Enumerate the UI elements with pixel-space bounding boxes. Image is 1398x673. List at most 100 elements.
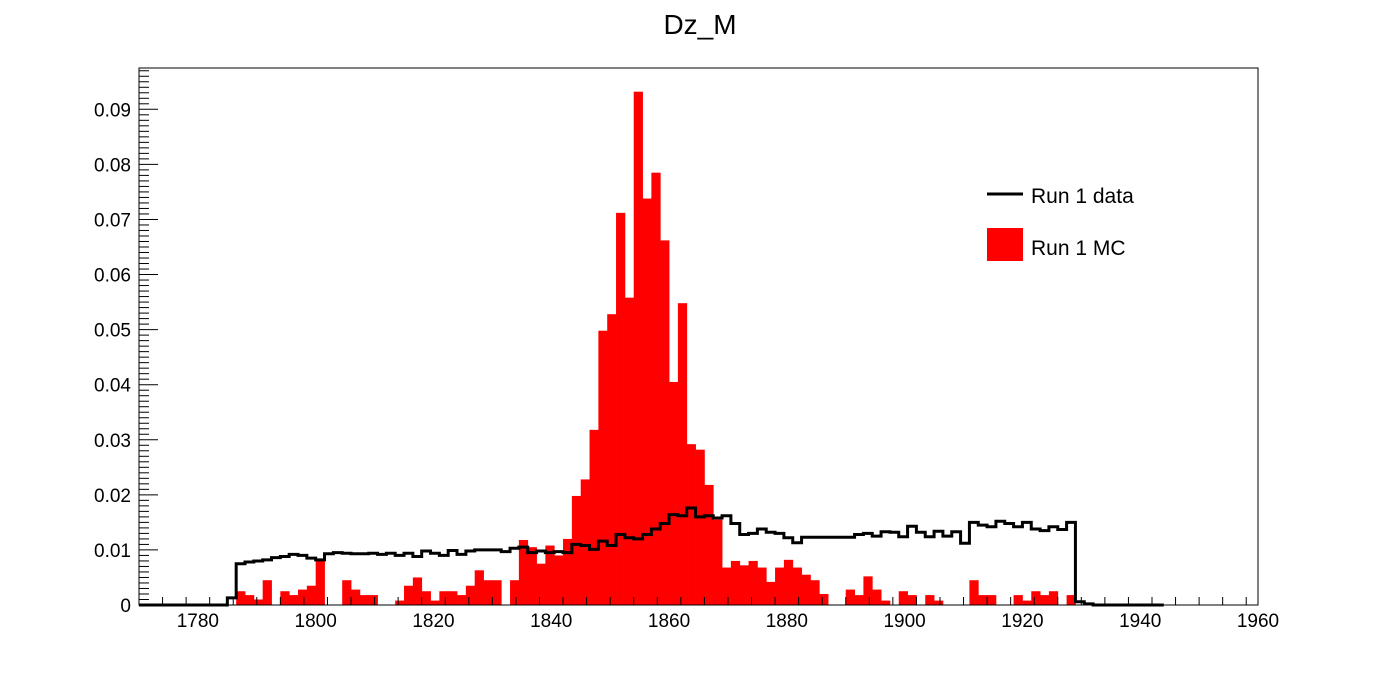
bar-run-1-mc xyxy=(792,567,802,605)
bar-run-1-mc xyxy=(483,580,493,605)
x-tick-label: 1820 xyxy=(412,611,454,632)
bar-run-1-mc xyxy=(925,595,935,605)
bar-run-1-mc xyxy=(872,589,882,605)
legend-swatch-run-1-mc xyxy=(987,228,1023,261)
bar-run-1-mc xyxy=(298,589,308,605)
plot-frame xyxy=(138,67,1259,606)
y-tick-label: 0.07 xyxy=(94,210,131,231)
bar-run-1-mc xyxy=(598,330,608,605)
bar-run-1-mc xyxy=(978,595,988,605)
bar-run-1-mc xyxy=(783,559,794,605)
x-axis: 1780 1800 1820 1840 1860 1880 1900 1920 1940 1960 xyxy=(138,597,1279,632)
bar-run-1-mc xyxy=(881,600,891,605)
bar-run-1-mc xyxy=(439,591,449,605)
x-tick-label: 1880 xyxy=(766,611,808,632)
bar-run-1-mc xyxy=(607,314,617,605)
x-tick-label: 1800 xyxy=(295,611,337,632)
bar-run-1-mc xyxy=(580,479,590,605)
bar-run-1-mc xyxy=(1048,591,1059,605)
bar-run-1-mc xyxy=(819,593,829,605)
bar-run-1-mc xyxy=(589,429,599,605)
legend-label-run-1-mc: Run 1 MC xyxy=(1031,237,1126,260)
bar-run-1-mc xyxy=(854,595,864,605)
bar-run-1-mc xyxy=(430,600,440,605)
bar-run-1-mc xyxy=(1031,591,1041,605)
bar-run-1-mc xyxy=(421,591,431,605)
bar-run-1-mc xyxy=(757,567,767,605)
bar-run-1-mc xyxy=(315,560,325,605)
bar-run-1-mc xyxy=(722,567,732,605)
bar-run-1-mc xyxy=(395,600,405,605)
bar-run-1-mc xyxy=(474,570,484,605)
bar-run-1-mc xyxy=(571,495,582,605)
bar-run-1-mc xyxy=(342,580,352,605)
x-tick-label: 1940 xyxy=(1119,611,1161,632)
bar-run-1-mc xyxy=(368,595,378,605)
bar-run-1-mc xyxy=(624,297,635,605)
series-line-run-1-data xyxy=(139,506,1164,607)
bar-run-1-mc xyxy=(642,198,652,605)
y-tick-label: 0.08 xyxy=(94,155,131,176)
bar-run-1-mc xyxy=(633,91,643,606)
x-tick-label: 1960 xyxy=(1237,611,1279,632)
bar-run-1-mc xyxy=(545,545,555,605)
y-axis: 0 0.01 0.02 0.03 0.04 0.05 0.06 0.07 0.08 0.09 xyxy=(94,70,158,617)
x-tick-label: 1860 xyxy=(648,611,690,632)
bar-run-1-mc xyxy=(536,563,546,605)
bar-run-1-mc xyxy=(527,547,537,605)
bar-run-1-mc xyxy=(1013,595,1023,605)
bar-run-1-mc xyxy=(863,576,873,605)
bar-run-1-mc xyxy=(934,600,944,605)
bar-run-1-mc xyxy=(465,585,476,605)
bar-run-1-mc xyxy=(1040,595,1050,605)
bar-run-1-mc xyxy=(262,580,272,605)
y-tick-label: 0 xyxy=(120,596,131,617)
bar-run-1-mc xyxy=(404,585,414,605)
bar-run-1-mc xyxy=(280,591,290,605)
y-tick-label: 0.06 xyxy=(94,266,131,287)
y-tick-label: 0.09 xyxy=(94,100,131,121)
mc-bars xyxy=(236,91,1076,606)
bar-run-1-mc xyxy=(351,589,361,605)
bar-run-1-mc xyxy=(1022,600,1032,605)
bar-run-1-mc xyxy=(748,560,758,605)
bar-run-1-mc xyxy=(253,599,264,605)
bar-run-1-mc xyxy=(359,595,370,605)
bar-run-1-mc xyxy=(554,555,564,605)
bar-run-1-mc xyxy=(492,580,502,605)
bar-run-1-mc xyxy=(677,303,688,605)
bar-run-1-mc xyxy=(907,595,917,605)
bar-run-1-mc xyxy=(616,212,626,605)
bar-run-1-mc xyxy=(289,595,299,605)
bar-run-1-mc xyxy=(987,595,997,605)
bar-run-1-mc xyxy=(713,519,723,605)
bar-run-1-mc xyxy=(448,591,458,605)
y-tick-label: 0.03 xyxy=(94,431,131,452)
bar-run-1-mc xyxy=(563,538,573,605)
bar-run-1-mc xyxy=(766,581,776,605)
x-tick-label: 1900 xyxy=(883,611,925,632)
bar-run-1-mc xyxy=(669,381,679,605)
bar-run-1-mc xyxy=(969,580,979,605)
y-tick-label: 0.02 xyxy=(94,486,131,507)
x-tick-label: 1840 xyxy=(530,611,572,632)
bar-run-1-mc xyxy=(306,585,317,605)
legend: Run 1 data Run 1 MC xyxy=(987,185,1134,261)
bar-run-1-mc xyxy=(810,580,820,605)
legend-label-run-1-data: Run 1 data xyxy=(1031,185,1134,208)
bar-run-1-mc xyxy=(775,567,785,605)
y-tick-label: 0.04 xyxy=(94,376,131,397)
bar-run-1-mc xyxy=(898,591,908,605)
bar-run-1-mc xyxy=(730,560,741,605)
bar-run-1-mc xyxy=(801,574,811,605)
bar-run-1-mc xyxy=(845,589,855,605)
bar-run-1-mc xyxy=(412,577,423,605)
x-tick-label: 1920 xyxy=(1001,611,1043,632)
bar-run-1-mc xyxy=(651,172,661,605)
bar-run-1-mc xyxy=(1066,595,1076,605)
x-tick-label: 1780 xyxy=(177,611,219,632)
bar-run-1-mc xyxy=(686,444,696,605)
bar-run-1-mc xyxy=(518,540,529,605)
y-tick-label: 0.05 xyxy=(94,321,131,342)
